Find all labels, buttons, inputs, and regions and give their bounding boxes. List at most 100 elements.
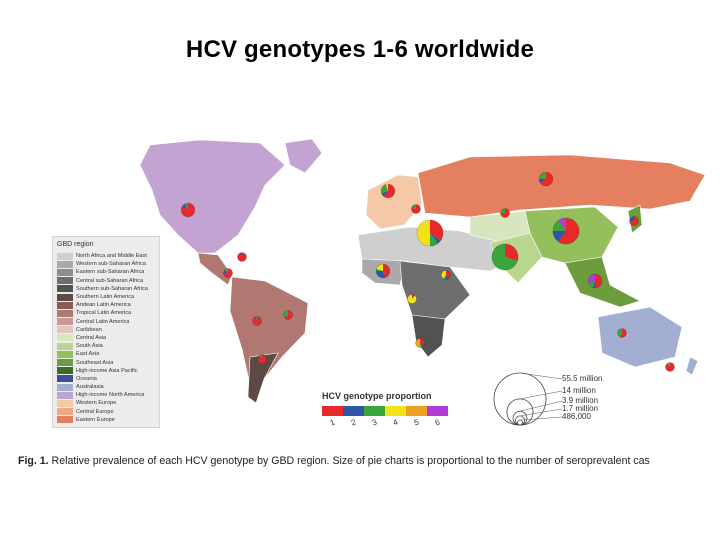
genotype-swatch bbox=[343, 406, 364, 416]
legend-swatch bbox=[57, 260, 73, 268]
pie-slice-genotype-3 bbox=[443, 275, 446, 280]
legend-label: Central Latin America bbox=[76, 318, 130, 325]
legend-row: High-income North America bbox=[57, 391, 155, 399]
pie-southern-ssa bbox=[415, 338, 425, 348]
legend-swatch bbox=[57, 342, 73, 350]
legend-label: High-income Asia Pacific bbox=[76, 367, 138, 374]
legend-label: Tropical Latin America bbox=[76, 310, 132, 317]
legend-row: Southern sub-Saharan Africa bbox=[57, 285, 155, 293]
pie-outline bbox=[552, 217, 580, 245]
legend-label: Australasia bbox=[76, 384, 104, 391]
legend-row: Central Latin America bbox=[57, 318, 155, 326]
pie-slice-genotype-1 bbox=[505, 243, 519, 262]
pie-slice-genotype-1 bbox=[412, 294, 414, 299]
pie-outline bbox=[629, 216, 639, 226]
size-leader-line bbox=[519, 408, 563, 417]
size-label: 3.9 million bbox=[562, 396, 599, 405]
pie-central-latin-america bbox=[223, 268, 233, 278]
legend-label: Western sub-Saharan Africa bbox=[76, 261, 146, 268]
pie-outline bbox=[180, 202, 196, 218]
legend-swatch bbox=[57, 367, 73, 375]
western-europe-region bbox=[365, 174, 423, 230]
legend-row: Tropical Latin America bbox=[57, 309, 155, 317]
legend-label: South Asia bbox=[76, 343, 103, 350]
pie-central-europe bbox=[411, 204, 421, 214]
pie-slice-genotype-1 bbox=[223, 268, 233, 278]
pie-slice-genotype-2 bbox=[500, 213, 505, 215]
legend-swatch bbox=[57, 399, 73, 407]
legend-label: Central sub-Saharan Africa bbox=[76, 277, 144, 284]
legend-row: Eastern Europe bbox=[57, 416, 155, 424]
pie-slice-genotype-3 bbox=[259, 354, 262, 359]
new-zealand-region bbox=[685, 356, 699, 376]
pie-western-ssa bbox=[375, 263, 391, 279]
pie-slice-genotype-6 bbox=[588, 274, 595, 284]
pie-slice-genotype-2 bbox=[620, 333, 622, 338]
legend-label: Southern Latin America bbox=[76, 294, 135, 301]
south-america-region bbox=[229, 276, 309, 386]
pie-slice-genotype-3 bbox=[539, 172, 546, 179]
size-circle bbox=[506, 398, 534, 426]
eastern-europe-asia-region bbox=[417, 154, 706, 218]
legend-label: Oceania bbox=[76, 375, 97, 382]
pie-slice-genotype-1 bbox=[181, 203, 195, 217]
pie-slice-genotype-4 bbox=[407, 294, 417, 304]
legend-label: East Asia bbox=[76, 351, 100, 358]
pie-outline bbox=[407, 294, 417, 304]
southern-africa-region bbox=[411, 314, 446, 358]
legend-label: Southeast Asia bbox=[76, 359, 114, 366]
world-map bbox=[50, 135, 710, 435]
pie-outline bbox=[500, 208, 510, 218]
pie-slice-genotype-4 bbox=[441, 270, 446, 279]
legend-row: Eastern sub-Saharan Africa bbox=[57, 268, 155, 276]
pie-slice-genotype-2 bbox=[223, 270, 228, 275]
pie-andean-latin-america bbox=[252, 316, 262, 326]
pie-central-asia bbox=[500, 208, 510, 218]
legend-row: High-income Asia Pacific bbox=[57, 367, 155, 375]
pie-south-asia bbox=[491, 243, 519, 271]
pie-outline bbox=[617, 328, 627, 338]
pie-slice-genotype-3 bbox=[224, 268, 228, 273]
pie-slice-genotype-1 bbox=[595, 274, 602, 288]
pie-slice-genotype-3 bbox=[430, 233, 438, 247]
pie-outline bbox=[237, 252, 247, 262]
pie-outline bbox=[380, 183, 396, 199]
pie-slice-genotype-1 bbox=[430, 219, 444, 241]
pie-size-legend: 55.5 million 14 million 3.9 million 1.7 mil… bbox=[490, 371, 610, 427]
pie-outline bbox=[441, 270, 451, 280]
genotype-color-bar bbox=[322, 406, 448, 416]
pie-outline bbox=[223, 268, 233, 278]
legend-row: Western sub-Saharan Africa bbox=[57, 260, 155, 268]
size-label: 486,000 bbox=[562, 412, 591, 421]
pie-slice-genotype-3 bbox=[588, 281, 595, 288]
pie-central-ssa bbox=[407, 294, 417, 304]
gbd-region-legend-title: GBD region bbox=[57, 241, 94, 248]
legend-row: Caribbean bbox=[57, 326, 155, 334]
pie-outline bbox=[252, 316, 262, 326]
slide-title: HCV genotypes 1-6 worldwide bbox=[185, 36, 535, 63]
pie-slice-genotype-3 bbox=[184, 203, 188, 210]
legend-swatch bbox=[57, 408, 73, 416]
pie-outline bbox=[375, 263, 391, 279]
size-label: 1.7 million bbox=[562, 404, 599, 413]
north-america-region bbox=[139, 139, 286, 254]
legend-swatch bbox=[57, 252, 73, 260]
pie-slice-genotype-3 bbox=[412, 204, 416, 209]
pie-outline bbox=[491, 243, 519, 271]
genotype-pies bbox=[180, 171, 675, 372]
pie-slice-genotype-4 bbox=[376, 264, 383, 271]
size-circle bbox=[512, 410, 528, 426]
pie-size-circles bbox=[493, 372, 563, 426]
pie-slice-genotype-3 bbox=[552, 220, 566, 231]
legend-label: Central Europe bbox=[76, 408, 114, 415]
legend-swatch bbox=[57, 309, 73, 317]
genotype-swatch bbox=[406, 406, 427, 416]
world-map-svg bbox=[139, 138, 706, 404]
pie-slice-genotype-2 bbox=[284, 315, 288, 319]
pie-tropical-latin-america bbox=[283, 310, 293, 320]
legend-swatch bbox=[57, 391, 73, 399]
legend-row: Oceania bbox=[57, 375, 155, 383]
legend-row: South Asia bbox=[57, 342, 155, 350]
pie-slice-genotype-2 bbox=[254, 316, 257, 321]
pie-east-asia bbox=[552, 217, 580, 245]
